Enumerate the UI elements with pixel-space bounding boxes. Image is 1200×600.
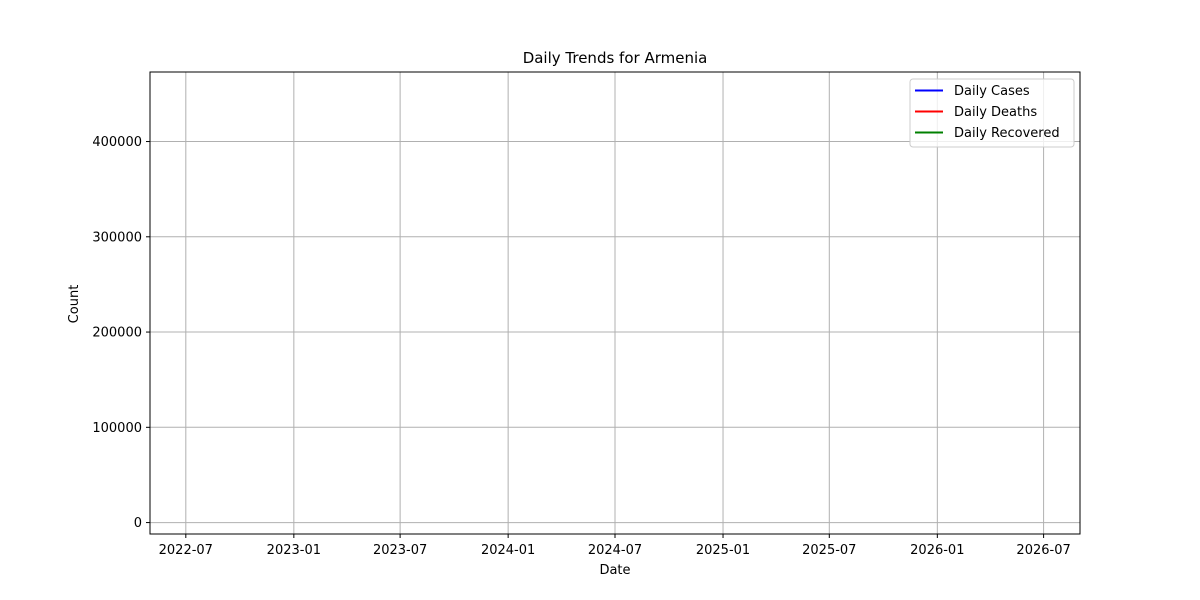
y-tick-label: 0 — [134, 516, 142, 531]
grid-layer — [150, 72, 1080, 534]
y-tick-label: 100000 — [92, 421, 142, 436]
x-tick-label: 2024-01 — [481, 543, 535, 558]
tick-layer: 2022-07 2023-01 2023-07 2024-01 2024-07 2025-… — [92, 135, 1070, 558]
x-tick-label: 2026-01 — [910, 543, 964, 558]
legend-entry-label: Daily Recovered — [954, 126, 1060, 141]
x-tick-label: 2023-07 — [373, 543, 427, 558]
x-axis-label: Date — [599, 563, 630, 578]
legend: Daily Cases Daily Deaths Daily Recovered — [909, 78, 1075, 148]
chart-title: Daily Trends for Armenia — [523, 49, 708, 67]
y-axis-label: Count — [67, 285, 82, 324]
legend-entry-label: Daily Deaths — [954, 105, 1037, 120]
legend-entry-label: Daily Cases — [954, 84, 1030, 99]
x-tick-label: 2025-07 — [802, 543, 856, 558]
x-tick-label: 2025-01 — [696, 543, 750, 558]
legend-box — [909, 78, 1075, 148]
x-tick-label: 2024-07 — [588, 543, 642, 558]
x-tick-label: 2022-07 — [159, 543, 213, 558]
y-tick-label: 400000 — [92, 135, 142, 150]
x-tick-label: 2023-01 — [267, 543, 321, 558]
x-tick-label: 2026-07 — [1016, 543, 1070, 558]
y-tick-label: 300000 — [92, 230, 142, 245]
y-tick-label: 200000 — [92, 326, 142, 341]
